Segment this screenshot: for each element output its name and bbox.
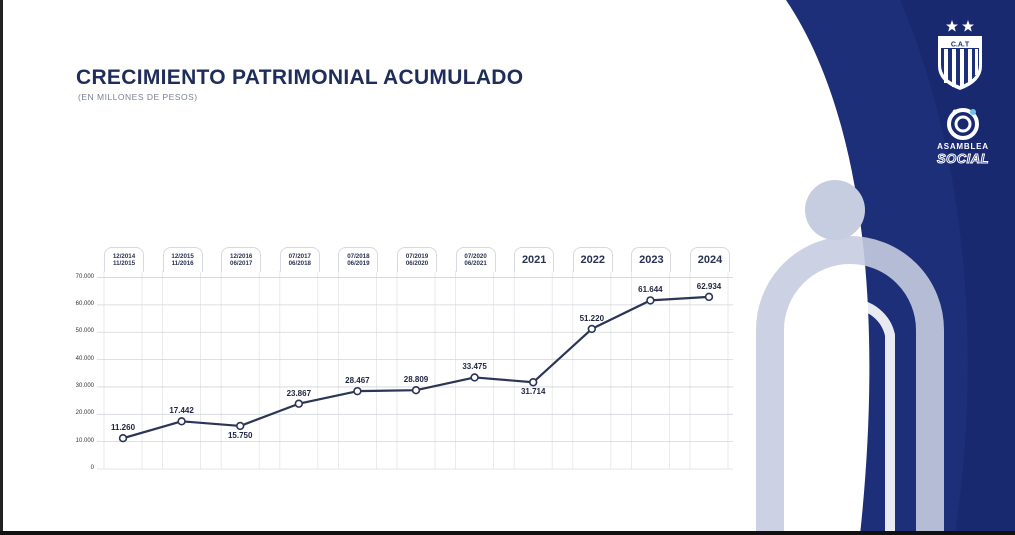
category-label-line: 06/2017 bbox=[230, 260, 253, 267]
decor-arc-outer bbox=[756, 236, 944, 535]
data-point bbox=[646, 296, 655, 305]
data-point bbox=[411, 386, 421, 395]
value-label: 23.867 bbox=[286, 388, 312, 398]
value-label: 28.467 bbox=[345, 376, 370, 386]
value-label: 15.750 bbox=[227, 430, 253, 440]
club-crest-logo: C.A.T bbox=[930, 18, 990, 92]
bottom-frame-edge bbox=[0, 531, 1015, 535]
value-label: 11.260 bbox=[110, 423, 136, 433]
y-tick-label: 50.000 bbox=[75, 328, 94, 335]
category-label: 07/2019 06/2020 bbox=[397, 247, 437, 272]
category-label-line: 12/2015 bbox=[171, 252, 194, 260]
page-title: CRECIMIENTO PATRIMONIAL ACUMULADO bbox=[76, 66, 524, 89]
category-label-line: 2023 bbox=[639, 254, 664, 266]
assembly-label: ASAMBLEA bbox=[937, 142, 989, 151]
series-line bbox=[122, 295, 710, 440]
category-label-line: 07/2020 bbox=[464, 252, 487, 260]
category-label: 07/2020 06/2021 bbox=[455, 247, 496, 272]
decor-arc-inner bbox=[807, 298, 895, 535]
data-point bbox=[177, 417, 186, 426]
dark-side-panel bbox=[900, 0, 1015, 535]
data-point bbox=[704, 292, 714, 302]
value-label: 51.220 bbox=[579, 313, 605, 323]
category-label: 2023 bbox=[631, 247, 672, 272]
category-label: 2022 bbox=[572, 247, 613, 272]
data-point bbox=[118, 434, 128, 443]
decor-dot bbox=[805, 180, 865, 240]
assembly-emblem-icon bbox=[947, 108, 979, 140]
category-label-line: 06/2018 bbox=[288, 260, 311, 267]
y-tick-label: 40.000 bbox=[75, 355, 94, 362]
category-label-line: 2021 bbox=[521, 254, 547, 266]
category-label-line: 06/2020 bbox=[405, 260, 429, 267]
category-label-line: 07/2017 bbox=[288, 252, 311, 260]
category-label: 07/2017 06/2018 bbox=[279, 247, 320, 272]
value-label: 17.442 bbox=[169, 406, 194, 416]
value-label: 33.475 bbox=[462, 362, 487, 372]
category-label: 2021 bbox=[514, 247, 555, 272]
category-label-line: 07/2018 bbox=[347, 252, 370, 260]
y-tick-label: 60.000 bbox=[75, 300, 94, 307]
left-frame-edge bbox=[0, 0, 3, 535]
y-tick-label: 10.000 bbox=[75, 437, 94, 444]
data-point bbox=[294, 399, 303, 408]
data-point bbox=[587, 324, 596, 334]
category-label: 12/2014 11/2015 bbox=[104, 247, 144, 272]
value-label: 28.809 bbox=[403, 375, 429, 385]
value-label: 31.714 bbox=[520, 387, 546, 397]
category-label-line: 06/2021 bbox=[464, 260, 487, 267]
value-label: 62.934 bbox=[696, 281, 722, 291]
data-point bbox=[470, 373, 479, 382]
social-label: SOCIAL bbox=[936, 151, 990, 167]
category-label-line: 11/2016 bbox=[171, 260, 194, 267]
page-subtitle: (EN MILLONES DE PESOS) bbox=[78, 92, 198, 102]
y-tick-label: 0 bbox=[90, 465, 94, 471]
y-tick-label: 30.000 bbox=[75, 382, 94, 389]
category-label: 07/2018 06/2019 bbox=[338, 247, 379, 272]
star-icon bbox=[962, 20, 974, 32]
data-point bbox=[236, 421, 245, 431]
data-point bbox=[353, 386, 362, 396]
y-tick-label: 70.000 bbox=[75, 273, 94, 280]
category-label-line: 07/2019 bbox=[405, 252, 429, 260]
category-label-line: 12/2014 bbox=[112, 252, 136, 260]
asamblea-social-logo: ASAMBLEA SOCIAL bbox=[918, 104, 1008, 167]
category-label-line: 11/2015 bbox=[112, 260, 136, 267]
category-label: 2024 bbox=[690, 247, 730, 272]
star-icon bbox=[946, 20, 958, 32]
category-label: 12/2015 11/2016 bbox=[162, 247, 203, 272]
category-label-line: 06/2019 bbox=[347, 260, 370, 267]
category-label-line: 12/2016 bbox=[230, 252, 253, 260]
y-tick-label: 20.000 bbox=[75, 410, 94, 417]
category-label-line: 2022 bbox=[580, 254, 606, 266]
category-label: 12/2016 06/2017 bbox=[221, 247, 262, 272]
data-point bbox=[528, 378, 538, 387]
value-label: 61.644 bbox=[638, 285, 663, 295]
crest-text: C.A.T bbox=[951, 42, 970, 49]
category-label-line: 2024 bbox=[697, 254, 723, 266]
